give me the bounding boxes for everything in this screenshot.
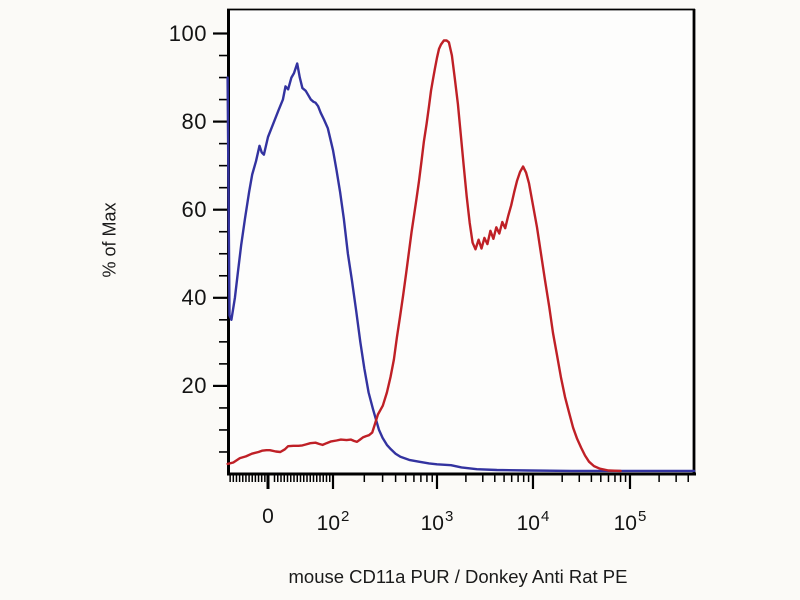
y-tick-label: 20: [181, 372, 207, 398]
x-tick-label: 0: [262, 505, 274, 528]
x-tick-label: 102: [316, 508, 350, 536]
x-tick-label: 105: [613, 508, 647, 536]
blue-histogram-control-curve: [226, 62, 696, 473]
x-tick-base: 10: [316, 512, 341, 535]
y-tick-label: 80: [181, 108, 207, 134]
x-tick-base: 10: [516, 512, 540, 535]
y-axis-title: % of Max: [99, 202, 120, 278]
x-tick-base: 10: [613, 512, 637, 535]
x-tick-exponent: 5: [637, 508, 647, 525]
x-tick-label: 104: [516, 508, 550, 536]
plot-area-background: [228, 9, 694, 474]
red-histogram-stained-curve: [226, 39, 622, 473]
x-tick-exponent: 2: [341, 508, 350, 525]
x-axis-title: mouse CD11a PUR / Donkey Anti Rat PE: [288, 566, 628, 587]
x-tick-base: 10: [420, 512, 444, 535]
x-tick-label: 103: [420, 508, 454, 536]
x-tick-exponent: 3: [444, 508, 454, 525]
y-tick-label: 40: [181, 284, 207, 310]
y-tick-label: 60: [181, 196, 207, 222]
y-tick-label: 100: [168, 20, 207, 46]
x-tick-exponent: 4: [540, 508, 550, 525]
